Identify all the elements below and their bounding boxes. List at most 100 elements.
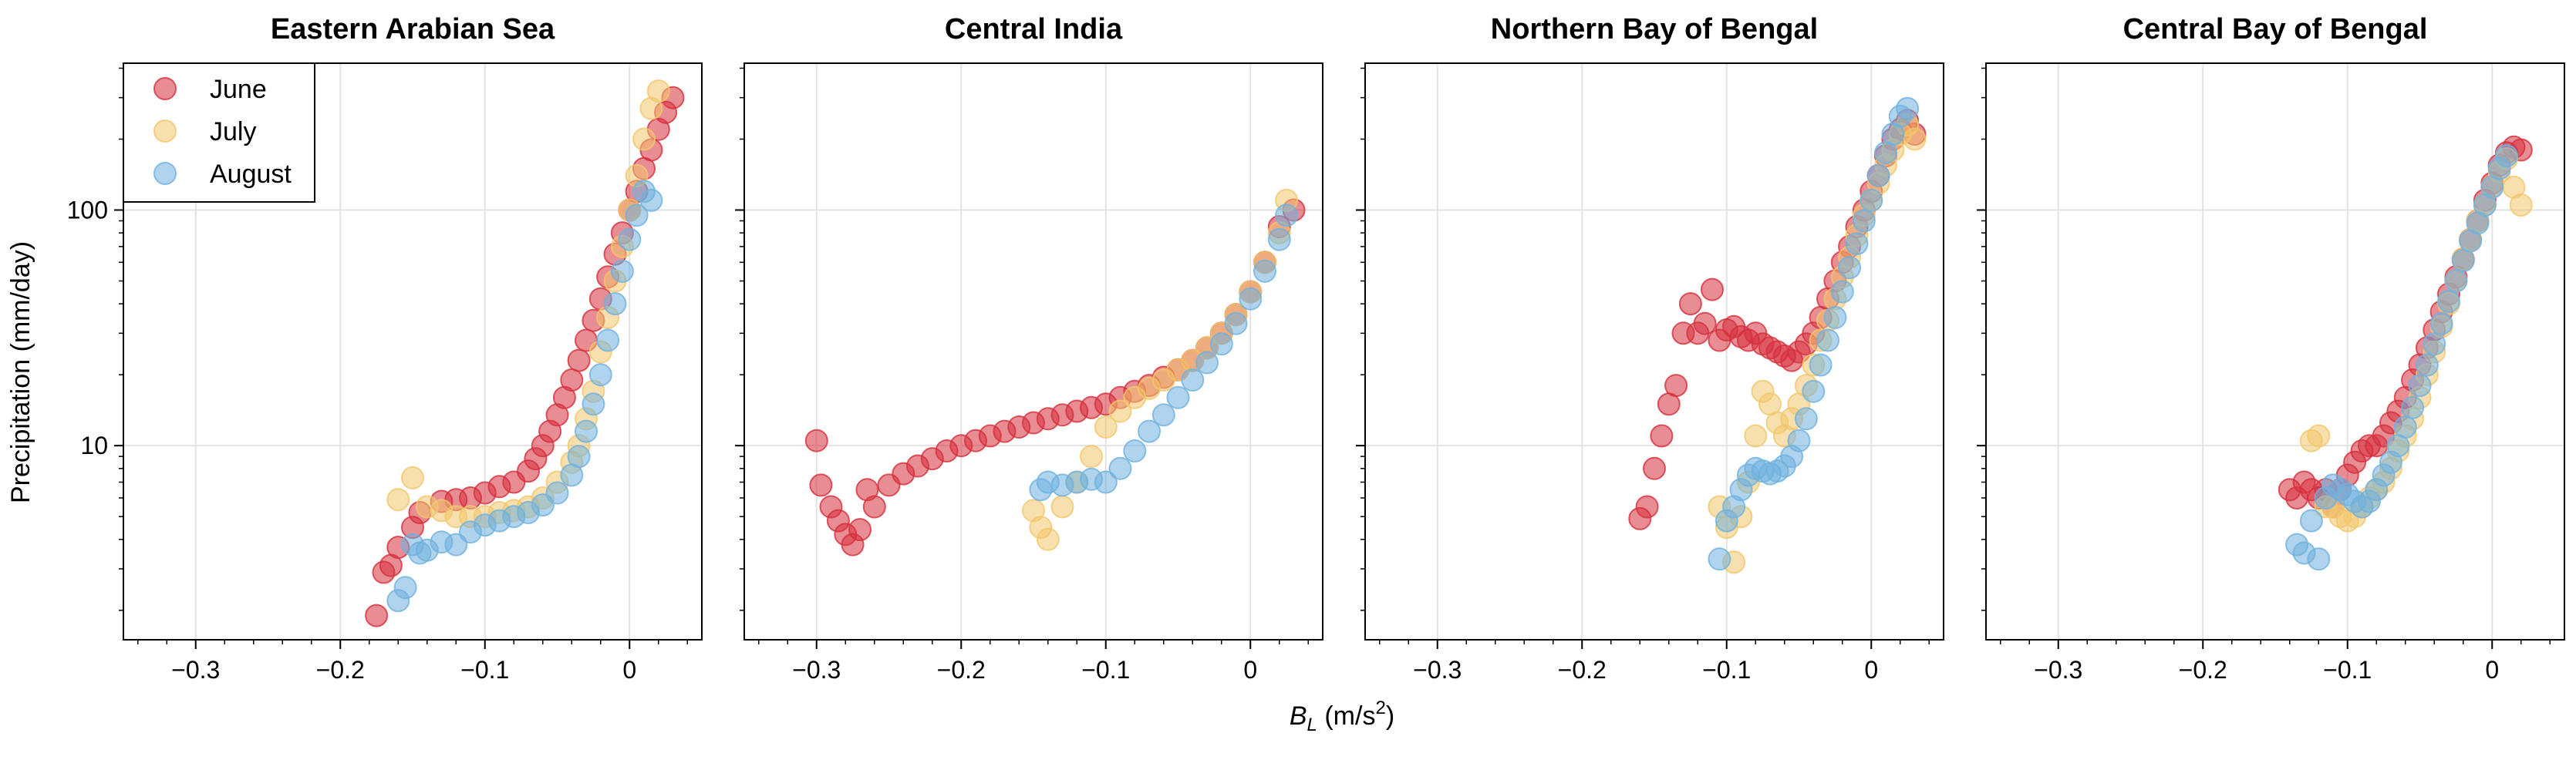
data-point: [582, 392, 605, 416]
series-august: [386, 180, 663, 613]
data-point: [444, 533, 468, 557]
plot-frame: [743, 62, 1323, 641]
data-point: [1903, 127, 1927, 151]
data-point: [809, 473, 833, 497]
x-axis-label-unit-power: 2: [1375, 698, 1385, 718]
x-axis-label-subscript: L: [1307, 715, 1317, 735]
data-point: [632, 127, 656, 151]
y-tick-label: 10: [80, 432, 108, 459]
data-point: [1664, 374, 1688, 398]
data-point: [2423, 332, 2446, 356]
panel-central-india: Central India −0.3 −0.2 −0.1 0: [735, 13, 1323, 684]
data-point: [804, 429, 828, 452]
data-point: [1195, 351, 1219, 375]
data-point: [401, 466, 424, 489]
x-tick-label: −0.1: [1702, 656, 1751, 684]
data-point: [545, 481, 569, 505]
data-point: [1635, 495, 1659, 519]
data-point: [1094, 415, 1118, 439]
data-point: [2307, 424, 2331, 448]
data-point: [639, 188, 663, 212]
x-tick-label: −0.1: [2323, 656, 2372, 684]
data-point: [1852, 209, 1876, 233]
data-point: [610, 259, 634, 283]
data-point: [646, 79, 670, 103]
panel-title: Northern Bay of Bengal: [1491, 13, 1818, 45]
legend-label-july: July: [210, 117, 256, 146]
data-point: [1151, 403, 1175, 427]
panels: Eastern Arabian Sea −0.3 −0.2 −0.1 0 10 100 Cen…: [67, 13, 2565, 684]
legend-entry-july: July: [153, 117, 256, 146]
data-point: [575, 419, 598, 443]
data-point: [2401, 395, 2425, 419]
data-point: [1643, 456, 1666, 480]
data-point: [1866, 163, 1890, 187]
x-tick-label: 0: [2485, 656, 2499, 684]
data-point: [2393, 415, 2417, 439]
data-point: [1650, 424, 1674, 448]
x-tick-label: −0.3: [1413, 656, 1462, 684]
data-point: [625, 203, 649, 227]
data-point: [603, 292, 627, 316]
x-tick-label: −0.2: [937, 656, 986, 684]
data-point: [2495, 144, 2518, 168]
data-point: [1108, 456, 1132, 480]
x-tick-label: −0.3: [792, 656, 841, 684]
x-tick-label: −0.2: [1558, 656, 1607, 684]
data-point: [1166, 385, 1190, 409]
plot-frame: [1985, 62, 2565, 641]
series-august: [2285, 144, 2518, 571]
legend-entry-june: June: [153, 75, 267, 104]
x-tick-label: 0: [1243, 656, 1257, 684]
data-point: [2451, 249, 2475, 273]
data-point: [2415, 353, 2439, 377]
panel-central-bay-of-bengal: Central Bay of Bengal −0.3 −0.2 −0.1 0: [1977, 13, 2565, 684]
data-point: [1108, 399, 1132, 423]
x-axis-label-symbol: B: [1290, 701, 1307, 731]
legend-label-june: June: [210, 75, 267, 104]
x-tick-label: 0: [1864, 656, 1878, 684]
data-point: [1138, 419, 1161, 443]
data-point: [1253, 259, 1276, 283]
data-point: [2299, 509, 2323, 533]
data-point: [1816, 328, 1839, 352]
data-point: [2408, 374, 2432, 398]
x-axis-label-unit: (m/s: [1317, 701, 1376, 731]
panel-title: Eastern Arabian Sea: [271, 13, 555, 45]
data-point: [1123, 439, 1147, 462]
data-point: [596, 328, 620, 352]
x-tick-label: 0: [622, 656, 636, 684]
data-point: [1794, 407, 1818, 431]
x-tick-label: −0.3: [2034, 656, 2082, 684]
data-point: [848, 518, 872, 542]
data-point: [567, 445, 591, 469]
series-august: [1029, 203, 1299, 502]
data-point: [1744, 424, 1768, 448]
data-point: [1239, 287, 1263, 311]
data-point: [862, 495, 886, 519]
data-point: [618, 227, 642, 251]
data-point: [1693, 311, 1717, 335]
data-point: [1823, 305, 1847, 329]
data-point: [1050, 495, 1074, 519]
data-point: [1809, 353, 1833, 377]
data-point: [1838, 256, 1862, 280]
data-point: [1275, 203, 1299, 227]
data-point: [588, 363, 612, 387]
data-point: [1830, 280, 1854, 304]
y-tick-label: 100: [67, 197, 108, 224]
legend-marker-june: [153, 77, 177, 100]
data-point: [386, 488, 410, 512]
panel-northern-bay-of-bengal: Northern Bay of Bengal −0.3 −0.2 −0.1 0: [1356, 13, 1944, 684]
data-point: [365, 604, 389, 627]
data-point: [567, 348, 591, 372]
y-axis-label: Precipitation (mm/day): [6, 241, 35, 503]
legend-marker-august: [153, 162, 177, 185]
x-tick-label: −0.3: [171, 656, 220, 684]
data-point: [1701, 277, 1724, 301]
data-point: [2307, 547, 2331, 571]
data-point: [1802, 379, 1826, 403]
legend-entry-august: August: [153, 160, 292, 189]
panel-title: Central Bay of Bengal: [2123, 13, 2428, 45]
